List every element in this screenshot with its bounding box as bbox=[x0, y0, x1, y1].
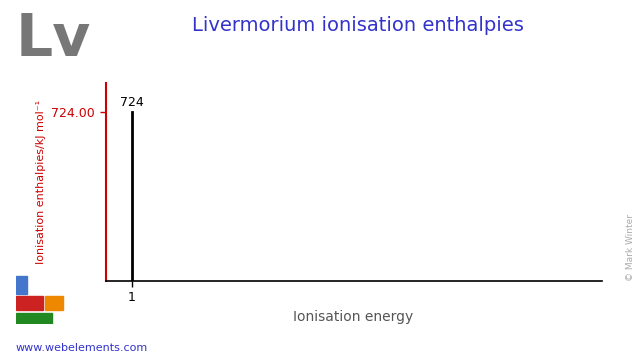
Bar bbox=[45, 296, 63, 310]
Text: www.webelements.com: www.webelements.com bbox=[16, 343, 148, 353]
Bar bbox=[16, 296, 43, 310]
X-axis label: Ionisation energy: Ionisation energy bbox=[294, 310, 413, 324]
Bar bbox=[16, 276, 27, 294]
Text: Livermorium ionisation enthalpies: Livermorium ionisation enthalpies bbox=[193, 16, 524, 35]
Bar bbox=[16, 312, 52, 324]
Text: Lv: Lv bbox=[16, 11, 92, 68]
Text: 724: 724 bbox=[120, 96, 143, 109]
Y-axis label: Ionisation enthalpies/kJ mol⁻¹: Ionisation enthalpies/kJ mol⁻¹ bbox=[36, 100, 46, 264]
Text: © Mark Winter: © Mark Winter bbox=[626, 214, 635, 281]
